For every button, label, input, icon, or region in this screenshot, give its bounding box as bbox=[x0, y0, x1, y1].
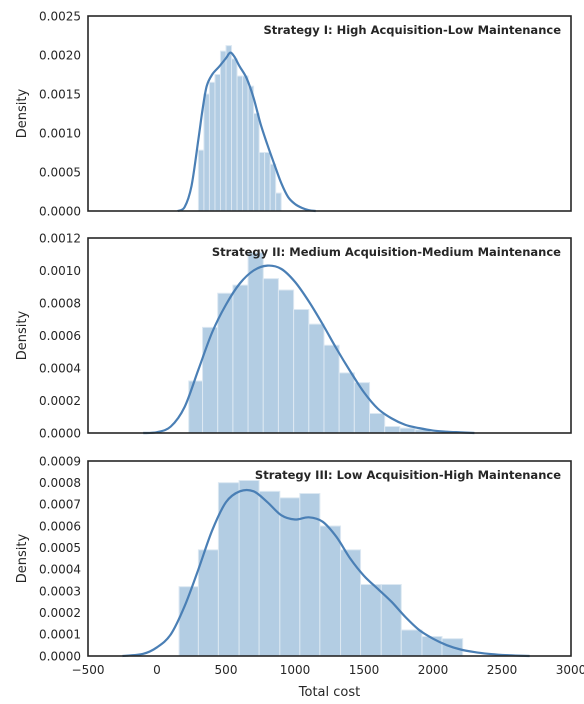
histogram-bar bbox=[253, 113, 260, 212]
y-tick-label: 0.0002 bbox=[39, 606, 81, 620]
x-tick-label: 1000 bbox=[280, 663, 311, 677]
y-tick-label: 0.0025 bbox=[39, 9, 81, 23]
histogram-bar bbox=[202, 326, 219, 434]
histogram-bar bbox=[323, 344, 340, 434]
panel-title: Strategy III: Low Acquisition-High Maint… bbox=[255, 468, 561, 482]
kde-curve bbox=[122, 488, 530, 658]
x-axis-label: Total cost bbox=[298, 685, 360, 700]
y-tick-label: 0.0012 bbox=[39, 231, 81, 245]
y-tick-label: 0.0001 bbox=[39, 628, 81, 642]
histogram-bar bbox=[232, 284, 249, 434]
y-tick-label: 0.0003 bbox=[39, 584, 81, 598]
y-tick-label: 0.0020 bbox=[39, 48, 81, 62]
histogram-bar bbox=[258, 152, 266, 212]
y-tick-label: 0.0005 bbox=[39, 541, 81, 555]
histogram-bar bbox=[197, 549, 219, 657]
y-tick-label: 0.0004 bbox=[39, 361, 81, 375]
x-tick-label: 2500 bbox=[487, 663, 518, 677]
y-tick-label: 0.0002 bbox=[39, 394, 81, 408]
plot-frame bbox=[87, 15, 572, 212]
histogram-bar bbox=[258, 490, 281, 657]
y-tick-label: 0.0009 bbox=[39, 454, 81, 468]
histogram-bar bbox=[214, 74, 221, 212]
histogram-bar bbox=[400, 629, 423, 657]
y-tick-label: 0.0010 bbox=[39, 126, 81, 140]
histogram-bar bbox=[293, 309, 310, 434]
histogram-bar bbox=[275, 192, 282, 212]
histogram-bar bbox=[384, 426, 401, 434]
histogram-bar bbox=[219, 50, 227, 212]
histogram-bar bbox=[247, 252, 264, 434]
histogram-bar bbox=[236, 75, 244, 212]
y-tick-label: 0.0007 bbox=[39, 498, 81, 512]
histogram-bar bbox=[421, 636, 443, 657]
kde-curve bbox=[177, 51, 316, 213]
chart-panel-1: 0.0000 0.0005 0.0010 0.0015 0.0020 0.0025 Dens… bbox=[15, 9, 572, 218]
histogram-bar bbox=[277, 289, 295, 434]
chart-panel-2: 0.0000 0.0002 0.0004 0.0006 0.0008 0.0010 0.00… bbox=[15, 231, 572, 440]
histogram-bar bbox=[360, 584, 382, 657]
plot-frame bbox=[87, 237, 572, 434]
y-tick-label: 0.0005 bbox=[39, 165, 81, 179]
x-tick-label: 1500 bbox=[349, 663, 380, 677]
y-tick-label: 0.0000 bbox=[39, 204, 81, 218]
histogram-bar bbox=[308, 323, 325, 434]
y-axis-label: Density bbox=[15, 88, 30, 138]
y-tick-label: 0.0004 bbox=[39, 563, 81, 577]
histogram-bar bbox=[269, 163, 277, 212]
histogram-bar bbox=[247, 85, 255, 212]
histogram-bar bbox=[369, 413, 386, 434]
histogram-bar bbox=[225, 45, 233, 212]
histogram-bar bbox=[279, 497, 301, 657]
histogram-bar bbox=[262, 278, 279, 434]
plot-frame bbox=[87, 460, 572, 657]
y-tick-label: 0.0000 bbox=[39, 649, 81, 663]
panel-title: Strategy I: High Acquisition-Low Mainten… bbox=[263, 23, 561, 37]
x-tick-label: 3000 bbox=[556, 663, 584, 677]
histogram-bar bbox=[231, 58, 238, 212]
y-tick-label: 0.0000 bbox=[39, 426, 81, 440]
histogram-bar bbox=[238, 480, 260, 657]
histogram-bar bbox=[208, 81, 216, 212]
histogram-bar bbox=[340, 549, 362, 657]
chart-panel-3: 0.0000 0.0001 0.0002 0.0003 0.0004 0.0005 0.00… bbox=[15, 454, 584, 700]
y-tick-label: 0.0008 bbox=[39, 296, 81, 310]
x-tick-label: 500 bbox=[215, 663, 238, 677]
y-axis-label: Density bbox=[15, 533, 30, 583]
y-tick-label: 0.0015 bbox=[39, 87, 81, 101]
y-tick-label: 0.0006 bbox=[39, 329, 81, 343]
histogram-bar bbox=[264, 152, 271, 212]
kde-curve bbox=[143, 264, 475, 435]
y-axis-label: Density bbox=[15, 310, 30, 360]
y-tick-label: 0.0008 bbox=[39, 476, 81, 490]
histogram-bar bbox=[203, 93, 210, 212]
x-tick-label: 0 bbox=[153, 663, 161, 677]
panel-title: Strategy II: Medium Acquisition-Medium M… bbox=[212, 245, 561, 259]
histogram-bar bbox=[197, 149, 205, 212]
histogram-bar bbox=[242, 75, 249, 212]
y-tick-label: 0.0006 bbox=[39, 519, 81, 533]
histogram-bar bbox=[338, 372, 355, 434]
y-tick-label: 0.0010 bbox=[39, 264, 81, 278]
x-tick-label: 2000 bbox=[418, 663, 449, 677]
histogram-bar bbox=[319, 525, 342, 657]
x-tick-label: −500 bbox=[72, 663, 105, 677]
